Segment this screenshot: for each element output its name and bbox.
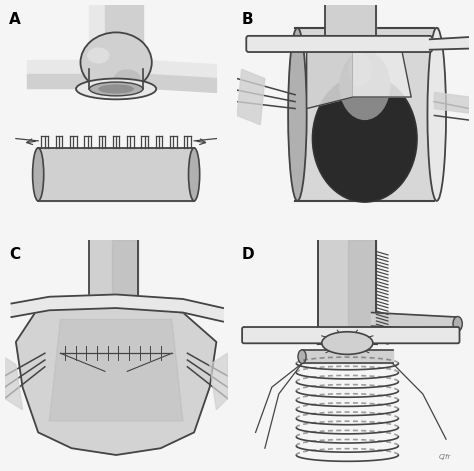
- Polygon shape: [27, 74, 94, 88]
- Ellipse shape: [288, 28, 307, 201]
- Ellipse shape: [348, 52, 372, 87]
- Polygon shape: [127, 5, 143, 69]
- Ellipse shape: [81, 32, 152, 92]
- Ellipse shape: [428, 28, 446, 201]
- Polygon shape: [11, 294, 223, 322]
- Ellipse shape: [312, 75, 417, 202]
- Polygon shape: [302, 350, 392, 364]
- Polygon shape: [430, 37, 469, 50]
- Ellipse shape: [98, 84, 134, 94]
- Ellipse shape: [322, 332, 373, 354]
- Ellipse shape: [114, 69, 141, 88]
- Ellipse shape: [90, 82, 143, 96]
- Polygon shape: [325, 5, 376, 39]
- Ellipse shape: [33, 148, 44, 201]
- Ellipse shape: [189, 148, 200, 201]
- Polygon shape: [105, 5, 127, 69]
- Polygon shape: [372, 313, 457, 331]
- Ellipse shape: [76, 79, 156, 99]
- FancyBboxPatch shape: [242, 327, 459, 343]
- Polygon shape: [237, 69, 265, 125]
- Ellipse shape: [453, 317, 462, 331]
- Polygon shape: [307, 32, 353, 109]
- Polygon shape: [353, 32, 411, 97]
- Polygon shape: [90, 240, 138, 297]
- Polygon shape: [16, 308, 216, 455]
- Ellipse shape: [87, 48, 109, 64]
- Polygon shape: [434, 92, 469, 113]
- Text: D: D: [242, 247, 254, 262]
- Polygon shape: [138, 60, 216, 79]
- FancyBboxPatch shape: [246, 36, 432, 52]
- Polygon shape: [0, 353, 23, 410]
- Polygon shape: [112, 240, 138, 297]
- Polygon shape: [210, 353, 228, 410]
- Ellipse shape: [339, 51, 390, 120]
- Polygon shape: [138, 74, 216, 92]
- Polygon shape: [38, 148, 194, 201]
- Ellipse shape: [298, 350, 306, 364]
- Text: A: A: [9, 12, 21, 27]
- Polygon shape: [90, 5, 105, 69]
- Polygon shape: [319, 240, 376, 335]
- Polygon shape: [348, 240, 376, 335]
- Text: CJfr: CJfr: [438, 454, 451, 460]
- Text: C: C: [9, 247, 20, 262]
- Text: B: B: [242, 12, 253, 27]
- Polygon shape: [295, 28, 439, 201]
- Polygon shape: [49, 319, 183, 421]
- Polygon shape: [27, 60, 94, 74]
